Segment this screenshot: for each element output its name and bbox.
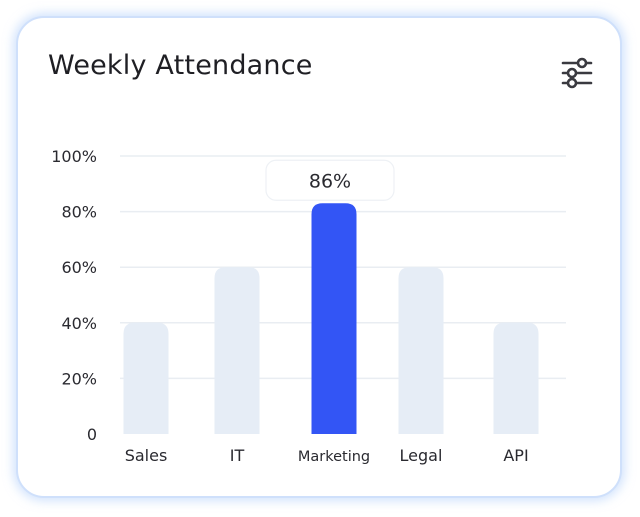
sliders-icon	[561, 57, 593, 89]
chart-card	[16, 16, 622, 498]
card-title: Weekly Attendance	[48, 50, 313, 81]
filter-settings-button[interactable]	[556, 52, 598, 94]
